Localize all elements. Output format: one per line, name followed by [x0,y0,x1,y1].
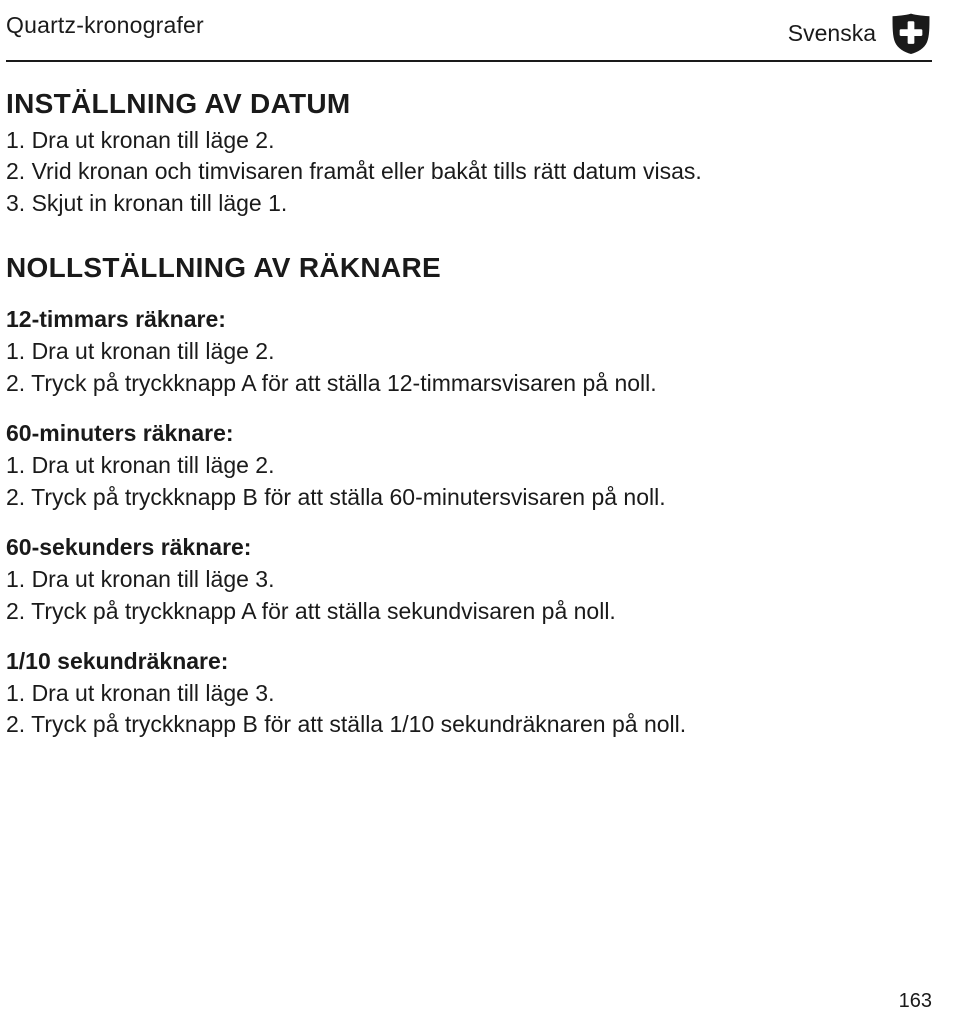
shield-cross-icon [890,12,932,54]
subheading-60m: 60-minuters räknare: [6,420,932,447]
page-header: Quartz-kronografer Svenska [6,12,932,58]
h12-step-2: 2. Tryck på tryckknapp A för att ställa … [6,369,932,398]
date-step-3: 3. Skjut in kronan till läge 1. [6,189,932,218]
s60-step-1: 1. Dra ut kronan till läge 3. [6,565,932,594]
header-right-group: Svenska [788,12,932,54]
header-language-label: Svenska [788,20,876,47]
page-content: INSTÄLLNING AV DATUM 1. Dra ut kronan ti… [6,88,932,740]
heading-reset-counters: NOLLSTÄLLNING AV RÄKNARE [6,252,932,284]
page-number: 163 [899,990,932,1013]
subheading-60s: 60-sekunders räknare: [6,534,932,561]
header-divider [6,60,932,62]
s60-step-2: 2. Tryck på tryckknapp A för att ställa … [6,597,932,626]
subheading-110s: 1/10 sekundräknare: [6,648,932,675]
header-left-title: Quartz-kronografer [6,12,204,39]
s110-step-1: 1. Dra ut kronan till läge 3. [6,679,932,708]
s110-step-2: 2. Tryck på tryckknapp B för att ställa … [6,710,932,739]
heading-date-setting: INSTÄLLNING AV DATUM [6,88,932,120]
date-step-2: 2. Vrid kronan och timvisaren framåt ell… [6,157,932,186]
date-step-1: 1. Dra ut kronan till läge 2. [6,126,932,155]
m60-step-1: 1. Dra ut kronan till läge 2. [6,451,932,480]
subheading-12h: 12-timmars räknare: [6,306,932,333]
m60-step-2: 2. Tryck på tryckknapp B för att ställa … [6,483,932,512]
h12-step-1: 1. Dra ut kronan till läge 2. [6,337,932,366]
